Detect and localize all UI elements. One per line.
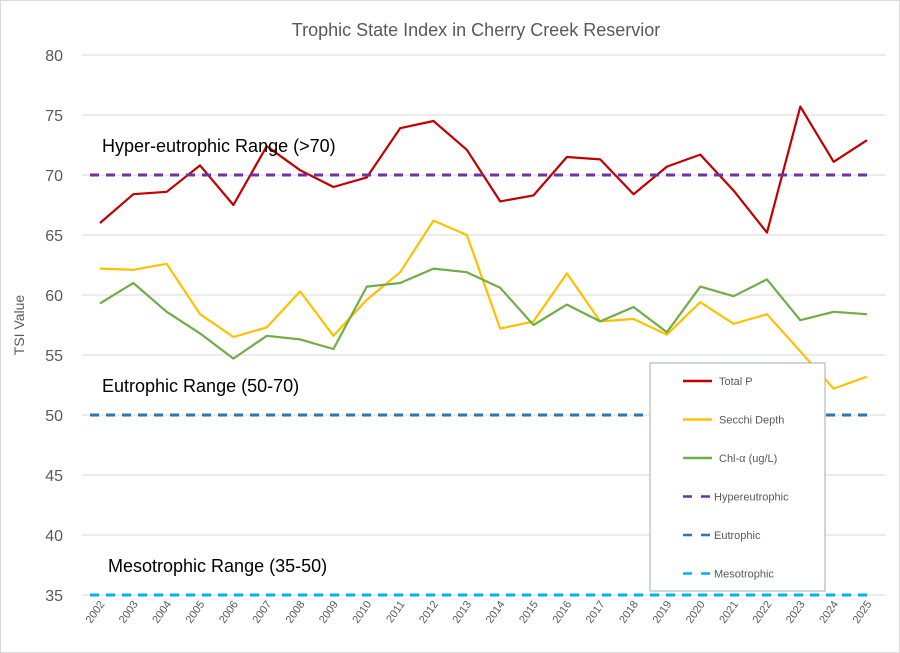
y-tick-label: 40	[45, 528, 63, 545]
legend-label: Secchi Depth	[719, 415, 784, 427]
x-tick-label: 2023	[784, 599, 808, 626]
x-tick-label: 2013	[450, 599, 474, 626]
x-tick-label: 2015	[517, 599, 541, 626]
x-tick-label: 2007	[250, 599, 274, 626]
x-tick-label: 2019	[650, 599, 674, 626]
x-tick-label: 2004	[150, 599, 174, 626]
x-tick-label: 2024	[817, 599, 841, 626]
y-tick-label: 65	[45, 228, 63, 245]
y-tick-label: 80	[45, 48, 63, 65]
x-tick-label: 2012	[417, 599, 441, 626]
legend-label: Total P	[719, 376, 753, 388]
x-tick-label: 2009	[317, 599, 341, 626]
x-tick-label: 2021	[717, 599, 741, 626]
legend-label: Mesotrophic	[714, 569, 774, 581]
legend-box	[649, 362, 826, 592]
x-tick-label: 2008	[284, 599, 308, 626]
series-line-total-p	[99, 105, 868, 234]
y-tick-label: 60	[45, 288, 63, 305]
x-tick-label: 2014	[484, 599, 508, 626]
series-line-secchi-depth	[99, 219, 868, 390]
x-tick-label: 2025	[851, 599, 875, 626]
y-tick-label: 35	[45, 588, 63, 605]
x-tick-label: 2016	[550, 599, 574, 626]
range-annotation: Hyper-eutrophic Range (>70)	[102, 136, 336, 156]
y-tick-label: 50	[45, 408, 63, 425]
x-tick-label: 2006	[217, 599, 241, 626]
legend-label: Eutrophic	[714, 530, 761, 542]
x-tick-label: 2010	[350, 599, 374, 626]
y-tick-label: 70	[45, 168, 63, 185]
x-tick-label: 2002	[84, 599, 108, 626]
x-tick-label: 2005	[184, 599, 208, 626]
series-line-chl-ug-l-	[99, 267, 868, 360]
y-tick-label: 75	[45, 108, 63, 125]
legend-label: Chl-α (ug/L)	[719, 453, 777, 465]
y-tick-label: 45	[45, 468, 63, 485]
legend: Total P Secchi Depth Chl-α (ug/L) Hypereutr…	[649, 362, 826, 592]
y-axis-label: TSI Value	[11, 295, 27, 356]
x-tick-label: 2011	[384, 599, 407, 625]
chart-title: Trophic State Index in Cherry Creek Rese…	[292, 20, 660, 40]
x-tick-label: 2020	[684, 599, 708, 626]
x-tick-label: 2022	[751, 599, 775, 626]
y-tick-label: 55	[45, 348, 63, 365]
range-annotation: Eutrophic Range (50-70)	[102, 376, 299, 396]
x-tick-label: 2017	[584, 599, 608, 626]
x-tick-label: 2003	[117, 599, 141, 626]
x-tick-label: 2018	[617, 599, 641, 626]
range-annotation: Mesotrophic Range (35-50)	[108, 556, 327, 576]
legend-label: Hypereutrophic	[714, 492, 789, 504]
